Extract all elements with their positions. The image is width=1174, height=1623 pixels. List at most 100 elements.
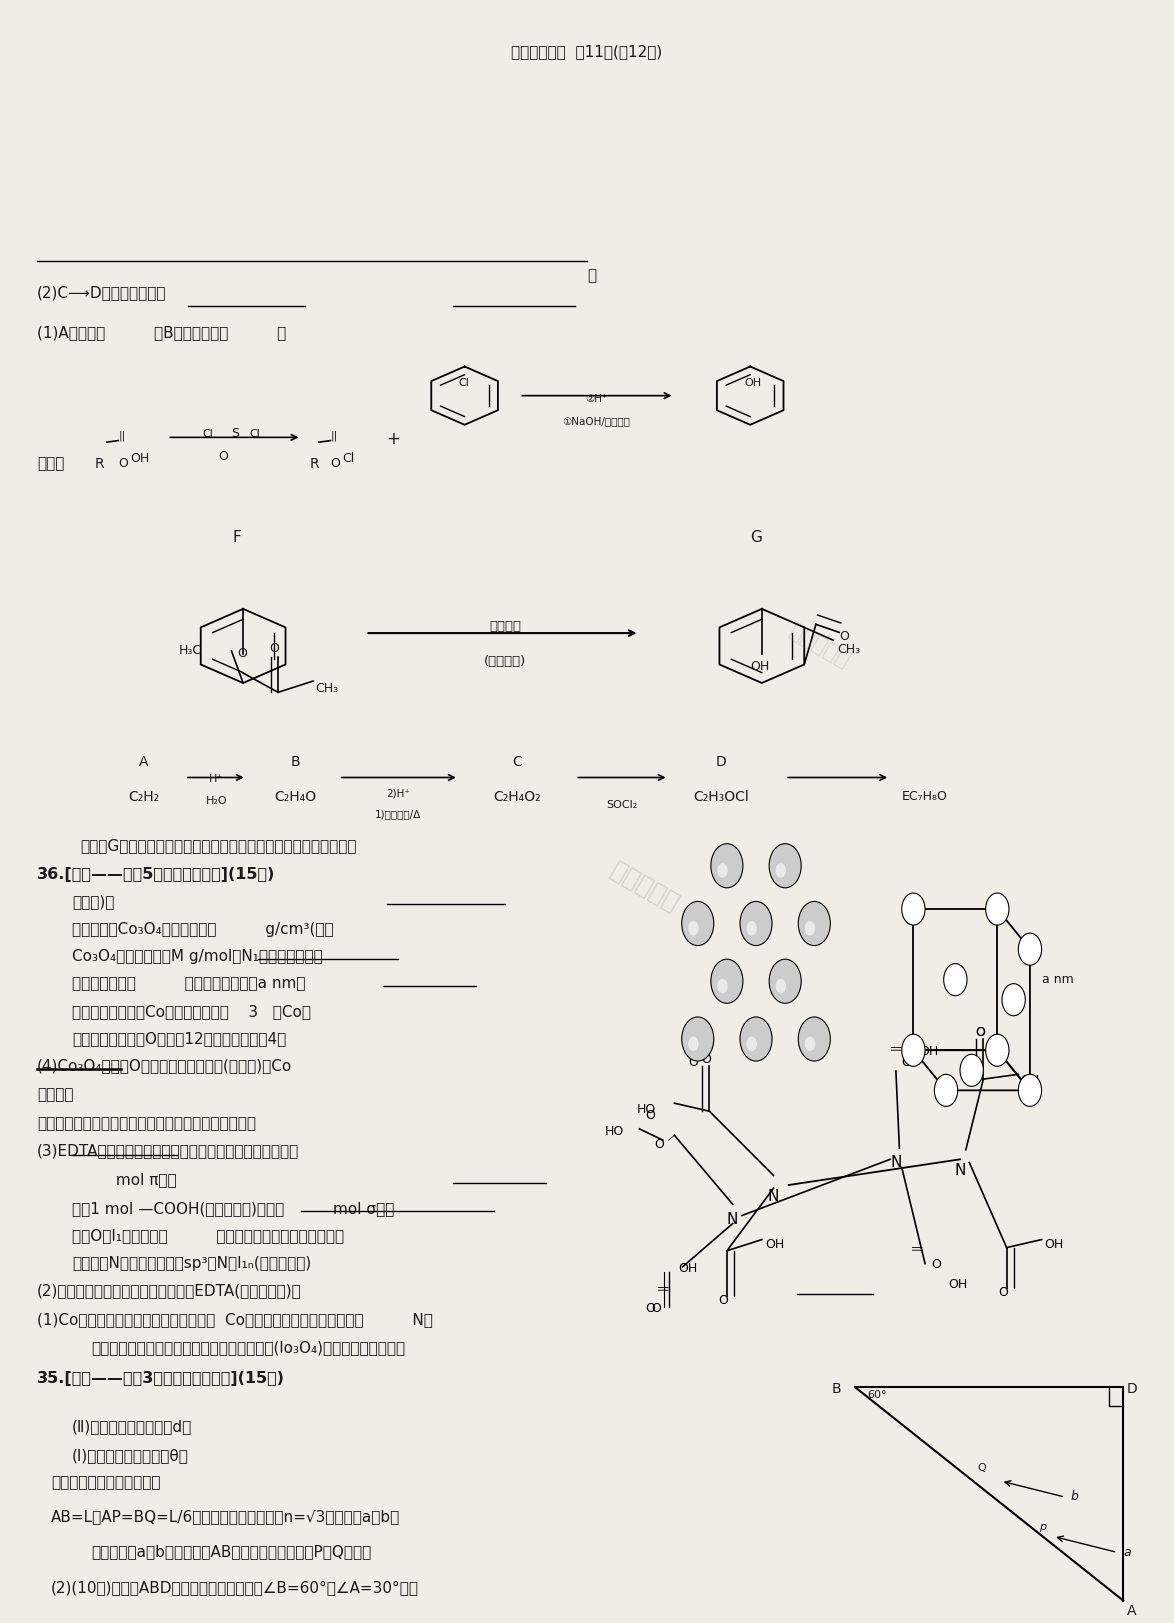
Circle shape [769, 844, 801, 888]
Circle shape [960, 1055, 984, 1086]
Text: D: D [716, 755, 727, 769]
Text: H⁺: H⁺ [209, 774, 223, 784]
Circle shape [717, 979, 728, 993]
Text: ||: || [890, 1042, 900, 1050]
Text: 有机物G是合成抗癌药物黄邅酰酸的中间体，其合成路线如图所示：: 有机物G是合成抗癌药物黄邅酰酸的中间体，其合成路线如图所示： [80, 839, 357, 854]
Text: CH₃: CH₃ [316, 682, 338, 695]
Text: 三角形。: 三角形。 [36, 1087, 73, 1102]
Text: C: C [512, 755, 522, 769]
Text: OH: OH [1044, 1238, 1064, 1251]
Text: 从棱镜的第一次出射，求：: 从棱镜的第一次出射，求： [50, 1475, 161, 1490]
Text: O: O [331, 456, 340, 469]
Text: C₂H₂: C₂H₂ [128, 790, 160, 805]
Circle shape [804, 1037, 815, 1052]
Text: (1)Co在周期表中的位置是第四周第八族  Co的电子占据的最高能层符号为          N。: (1)Co在周期表中的位置是第四周第八族 Co的电子占据的最高能层符号为 N。 [36, 1311, 433, 1326]
Text: (2)C⟶D的反应方程式为: (2)C⟶D的反应方程式为 [36, 286, 167, 300]
Text: 大于O的I₁，其原因是          。自由基是指含奇数个电子的基: 大于O的I₁，其原因是 。自由基是指含奇数个电子的基 [72, 1229, 344, 1243]
Text: SOCl₂: SOCl₂ [606, 800, 637, 810]
Text: (2)鬼盐引发动物中毒时，通常可以用EDTA(结构如右图)解: (2)鬼盐引发动物中毒时，通常可以用EDTA(结构如右图)解 [36, 1282, 302, 1298]
Text: O: O [688, 1057, 699, 1070]
Text: (Ⅰ)两条出射光线的夹角θ。: (Ⅰ)两条出射光线的夹角θ。 [72, 1448, 189, 1464]
Text: 60°: 60° [866, 1391, 886, 1401]
Text: OH: OH [949, 1277, 967, 1290]
Text: 。: 。 [587, 268, 596, 282]
Text: O: O [652, 1302, 661, 1315]
Circle shape [688, 922, 699, 935]
Text: CH₃: CH₃ [837, 643, 861, 656]
Text: 理科综合试题  第11页(全12页): 理科综合试题 第11页(全12页) [512, 44, 662, 60]
Text: (4)Co₃O₄晶体中O作面心立方最密堆积(如右图)，Co: (4)Co₃O₄晶体中O作面心立方最密堆积(如右图)，Co [36, 1058, 292, 1073]
Text: O: O [218, 450, 228, 463]
Circle shape [944, 964, 967, 995]
Circle shape [1018, 933, 1041, 966]
Text: G: G [750, 529, 762, 545]
Text: EC₇H₈O: EC₇H₈O [902, 790, 947, 803]
Text: 数的値，则Co₃O₄的晶体密度为          g/cm³(列出: 数的値，则Co₃O₄的晶体密度为 g/cm³(列出 [72, 922, 333, 936]
Text: (2)(10分)如图，ABD是某三棱镜的横截面，∠B=60°，∠A=30°，两: (2)(10分)如图，ABD是某三棱镜的横截面，∠B=60°，∠A=30°，两 [50, 1579, 419, 1595]
Text: R: R [95, 456, 104, 471]
Text: (Ⅱ)两个出射点间的距离d。: (Ⅱ)两个出射点间的距离d。 [72, 1419, 193, 1435]
Text: D: D [1127, 1383, 1138, 1396]
Circle shape [798, 1018, 830, 1061]
Text: C₂H₄O: C₂H₄O [275, 790, 317, 805]
Circle shape [682, 901, 714, 946]
Text: OH: OH [750, 661, 769, 674]
Text: O: O [701, 1053, 711, 1066]
Text: a nm: a nm [1041, 974, 1073, 987]
Circle shape [747, 922, 757, 935]
Text: ||: || [119, 432, 126, 441]
Text: (分子重排): (分子重排) [485, 656, 526, 669]
Text: N: N [890, 1156, 902, 1170]
Circle shape [776, 979, 787, 993]
Text: HO: HO [605, 1125, 623, 1138]
Text: 2)H⁺: 2)H⁺ [386, 789, 410, 799]
Text: mol π键。: mol π键。 [72, 1172, 176, 1186]
Text: 已知：: 已知： [36, 456, 65, 472]
Text: (1)A的名称为          ，B的结构简式为          。: (1)A的名称为 ，B的结构简式为 。 [36, 325, 286, 341]
Text: O: O [646, 1109, 655, 1121]
Text: O: O [119, 456, 128, 469]
Text: 一定条件: 一定条件 [490, 620, 521, 633]
Text: C₂H₃OCl: C₂H₃OCl [693, 790, 749, 805]
Text: O: O [655, 1138, 664, 1151]
Text: 中科院大连物化所成功利用具有尖晶石结构的(lo₃O₄)电弧化异剑电解水。: 中科院大连物化所成功利用具有尖晶石结构的(lo₃O₄)电弧化异剑电解水。 [92, 1341, 406, 1355]
Text: Cl: Cl [249, 430, 259, 440]
Text: A: A [140, 755, 149, 769]
Circle shape [986, 893, 1008, 925]
Text: N: N [727, 1211, 738, 1227]
Text: C₂H₄O₂: C₂H₄O₂ [493, 790, 541, 805]
Text: OH: OH [130, 451, 149, 464]
Text: O: O [902, 1057, 911, 1070]
Circle shape [769, 959, 801, 1003]
Text: Cl: Cl [342, 451, 355, 464]
Text: 1)銀氨溶液/Δ: 1)銀氨溶液/Δ [375, 810, 421, 820]
Circle shape [1001, 984, 1025, 1016]
Text: 八面体空隙中，则Co的配位数分别为    3   ，Co总: 八面体空隙中，则Co的配位数分别为 3 ，Co总 [72, 1003, 311, 1019]
Text: 团，1 mol —COOH(罧基自由基)中存在          mol σ键和: 团，1 mol —COOH(罧基自由基)中存在 mol σ键和 [72, 1201, 394, 1216]
Circle shape [717, 863, 728, 878]
Text: ①NaOH/高温高压: ①NaOH/高温高压 [562, 417, 630, 427]
Text: (3)EDTA可以由乙二胺与甲醉、氯化钓间接得到。离子化合: (3)EDTA可以由乙二胺与甲醉、氯化钓间接得到。离子化合 [36, 1143, 299, 1159]
Text: S: S [231, 427, 239, 440]
Circle shape [688, 1037, 699, 1052]
Text: O: O [269, 643, 278, 656]
Text: OH: OH [919, 1045, 938, 1058]
Text: AB=L，AP=BQ=L/6，棱镜材料的折射率为n=√3，只考虑a，b光: AB=L，AP=BQ=L/6，棱镜材料的折射率为n=√3，只考虑a，b光 [50, 1509, 400, 1524]
Text: O: O [839, 630, 849, 643]
Circle shape [740, 901, 772, 946]
Circle shape [710, 959, 743, 1003]
Text: O: O [237, 648, 248, 661]
Text: Co₃O₄的摩尔质量为M g/mol，N₁为阿伏加德罗常: Co₃O₄的摩尔质量为M g/mol，N₁为阿伏加德罗常 [72, 949, 323, 964]
Text: +: + [386, 430, 400, 448]
Text: O: O [931, 1258, 940, 1271]
Circle shape [747, 1037, 757, 1052]
Circle shape [798, 901, 830, 946]
Text: N: N [954, 1164, 965, 1178]
Text: 计算式)。: 计算式)。 [72, 894, 114, 909]
Text: 高考早知道: 高考早知道 [607, 857, 683, 915]
Text: Q: Q [978, 1464, 986, 1474]
Circle shape [1018, 1074, 1041, 1107]
Circle shape [935, 1074, 958, 1107]
Text: N: N [768, 1190, 780, 1204]
Text: O: O [998, 1285, 1008, 1298]
